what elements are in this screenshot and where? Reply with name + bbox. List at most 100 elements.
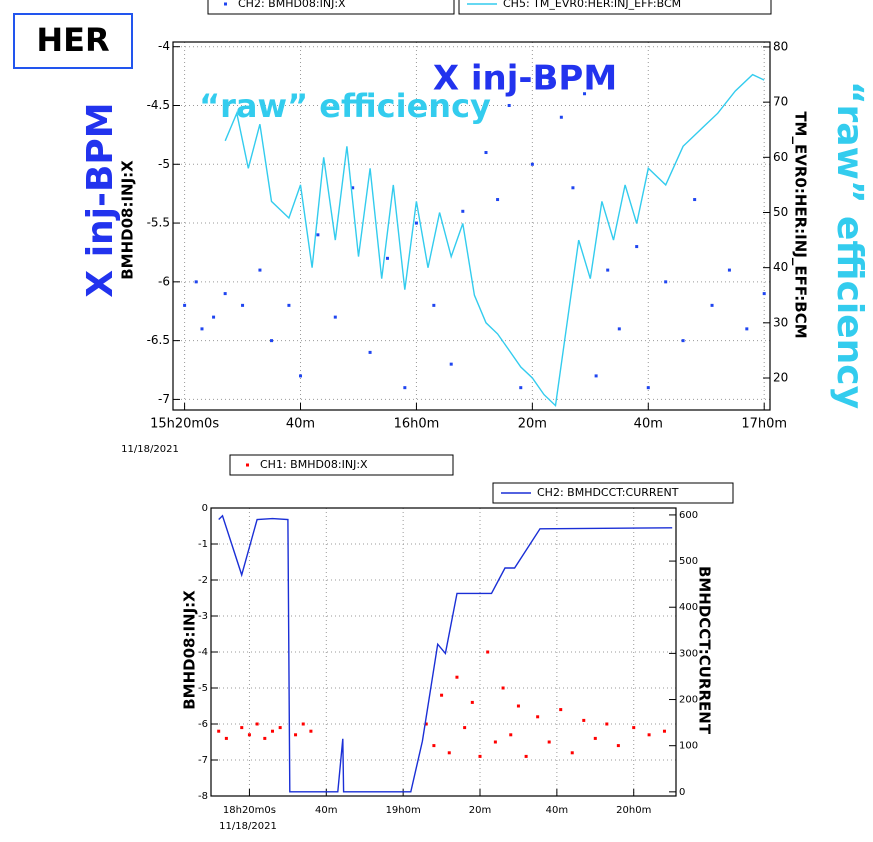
data-point xyxy=(478,754,482,758)
y2-tick-label: 20 xyxy=(773,371,788,385)
x-tick-label: 40m xyxy=(315,805,337,816)
data-point xyxy=(294,733,298,737)
data-point xyxy=(263,736,267,740)
data-point xyxy=(559,115,563,119)
legend-label: CH5: TM_EVR0:HER:INJ_EFF:BCM xyxy=(503,0,681,10)
data-line xyxy=(218,514,673,793)
data-point xyxy=(351,186,355,190)
label-box xyxy=(13,13,133,69)
y-tick-label: -5.5 xyxy=(147,216,170,230)
y-tick-label: -3 xyxy=(198,611,208,622)
data-point xyxy=(333,315,337,319)
x-tick-label: 40m xyxy=(634,417,663,432)
data-point xyxy=(516,704,520,708)
y-tick-label: -1 xyxy=(198,539,208,550)
data-line xyxy=(224,73,765,408)
data-point xyxy=(463,726,467,730)
plot-border xyxy=(210,507,677,797)
data-point xyxy=(287,303,291,307)
data-point xyxy=(461,209,465,213)
x-tick-label: 17h0m xyxy=(741,417,787,432)
x-tick-label: 40m xyxy=(286,417,315,432)
plot-area xyxy=(173,42,770,410)
data-point xyxy=(570,751,574,755)
data-point xyxy=(447,751,451,755)
data-point xyxy=(664,280,668,284)
y2-tick-label: 400 xyxy=(679,602,698,613)
data-point xyxy=(403,386,407,390)
data-point xyxy=(530,162,534,166)
data-point xyxy=(309,729,313,733)
y-tick-label: -4 xyxy=(198,647,208,658)
data-point xyxy=(509,733,513,737)
data-point xyxy=(647,733,651,737)
data-point xyxy=(440,693,444,697)
data-point xyxy=(606,268,610,272)
data-point xyxy=(212,315,216,319)
legend-box xyxy=(229,454,454,476)
data-point xyxy=(194,280,198,284)
data-point xyxy=(583,92,587,96)
legend-box xyxy=(207,0,455,15)
y2-tick-label: 100 xyxy=(679,741,698,752)
bpm-annotation: X inj-BPM xyxy=(433,59,617,99)
legend-label: CH1: BMHD08:INJ:X xyxy=(260,458,368,471)
data-point xyxy=(484,151,488,155)
y2-tick-label: 70 xyxy=(773,95,788,109)
y-tick-label: -7 xyxy=(198,755,208,766)
data-point xyxy=(241,303,245,307)
data-point xyxy=(646,386,650,390)
data-point xyxy=(414,221,418,225)
y2-tick-label: 40 xyxy=(773,260,788,274)
efficiency-annotation-vertical: “raw” efficiency xyxy=(829,81,870,409)
x-tick-label: 16h0m xyxy=(394,417,440,432)
data-point xyxy=(617,327,621,331)
y2-tick-label: 0 xyxy=(679,787,685,798)
y-axis-label: BMHD08:INJ:X xyxy=(119,160,137,280)
data-point xyxy=(299,374,303,378)
data-point xyxy=(432,303,436,307)
y2-tick-label: 60 xyxy=(773,150,788,164)
bpm-annotation-vertical: X inj-BPM xyxy=(80,102,121,297)
y2-tick-label: 50 xyxy=(773,205,788,219)
data-point xyxy=(316,233,320,237)
legend-box xyxy=(492,482,734,504)
data-point xyxy=(681,339,685,343)
data-point xyxy=(548,80,552,84)
data-point xyxy=(501,686,505,690)
x-tick-label: 19h0m xyxy=(386,805,421,816)
date-label: 11/18/2021 xyxy=(121,444,179,455)
y2-tick-label: 30 xyxy=(773,315,788,329)
y-tick-label: -8 xyxy=(198,791,208,802)
data-point xyxy=(224,736,228,740)
data-point xyxy=(519,386,523,390)
x-tick-label: 18h20m0s xyxy=(223,805,276,816)
y-tick-label: -4 xyxy=(158,39,170,53)
data-point xyxy=(270,339,274,343)
x-tick-label: 20m xyxy=(469,805,491,816)
legend-swatch xyxy=(224,2,227,6)
date-label: 11/18/2021 xyxy=(219,821,277,832)
ring-label: HER xyxy=(36,21,109,59)
data-point xyxy=(258,268,262,272)
data-point xyxy=(547,740,551,744)
y2-tick-label: 300 xyxy=(679,648,698,659)
legend-label: CH2: BMHDCCT:CURRENT xyxy=(537,486,679,499)
data-point xyxy=(493,740,497,744)
y-tick-label: -5 xyxy=(198,683,208,694)
x-tick-label: 20h0m xyxy=(616,805,651,816)
data-point xyxy=(536,715,540,719)
data-point xyxy=(270,729,274,733)
y2-tick-label: 600 xyxy=(679,510,698,521)
data-point xyxy=(616,744,620,748)
data-point xyxy=(693,198,697,202)
data-point xyxy=(247,733,251,737)
y-tick-label: -5 xyxy=(158,157,170,171)
data-point xyxy=(594,374,598,378)
data-point xyxy=(559,708,563,712)
x-tick-label: 20m xyxy=(518,417,547,432)
y-tick-label: -6 xyxy=(158,274,170,288)
data-point xyxy=(301,722,305,726)
x-tick-label: 15h20m0s xyxy=(150,417,219,432)
